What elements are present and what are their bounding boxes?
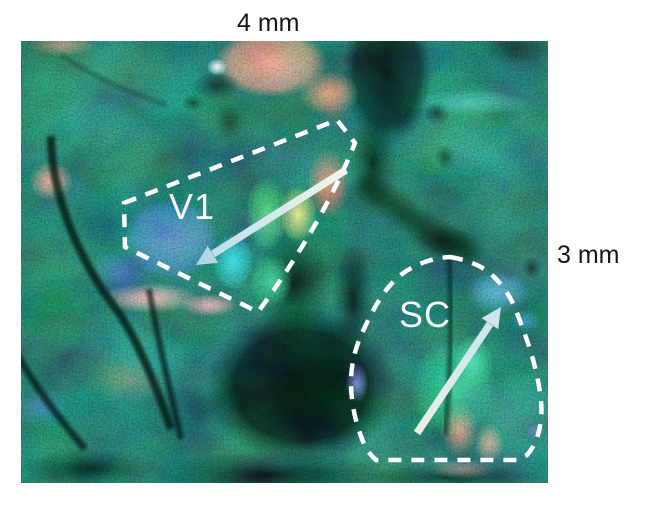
v1-arrow — [196, 166, 349, 265]
tissue-grain-texture — [21, 41, 548, 483]
annotation-overlay — [21, 53, 544, 463]
scale-label-vertical: 3 mm — [557, 241, 620, 269]
v1-label: V1 — [169, 186, 216, 227]
sc-label: SC — [399, 294, 452, 335]
scale-label-horizontal: 4 mm — [237, 9, 300, 37]
sc-outline — [348, 254, 544, 463]
brain-photo: V1 SC — [21, 41, 548, 483]
sc-arrow — [413, 307, 501, 436]
v1-outline — [121, 117, 358, 315]
vessel-lines — [21, 53, 481, 452]
